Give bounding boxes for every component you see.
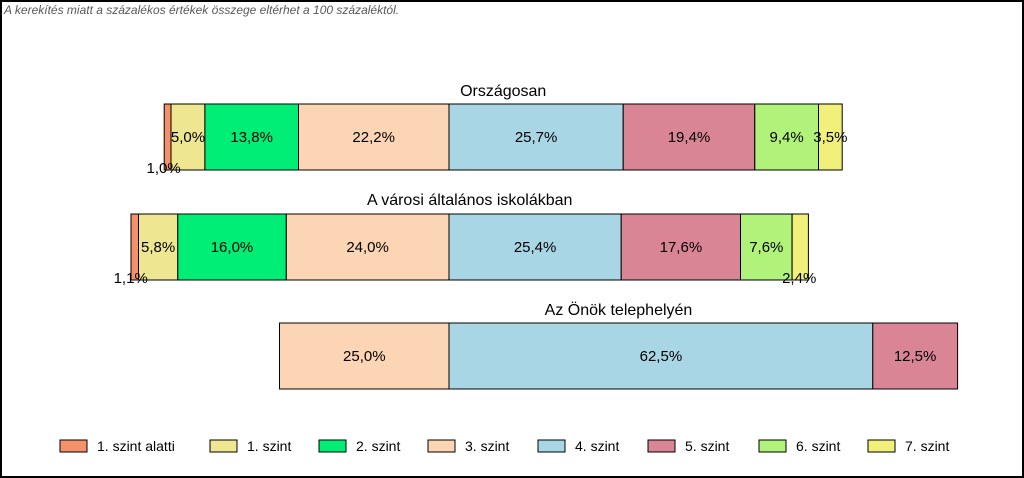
data-label-2-7: 7,6% — [749, 239, 783, 256]
series-title-2: A városi általános iskolákban — [367, 192, 572, 209]
data-label-1-5: 25,7% — [515, 129, 558, 146]
bar-segment-1-4 — [298, 103, 450, 171]
data-label-1-7: 9,4% — [769, 129, 803, 146]
legend-swatch-8 — [867, 439, 896, 453]
bar-segment-2-3 — [177, 213, 287, 281]
data-label-1-2: 5,0% — [171, 129, 205, 146]
data-label-2-4: 24,0% — [346, 239, 389, 256]
bar-segment-2-2 — [138, 213, 179, 281]
data-label-2-5: 25,4% — [514, 239, 557, 256]
data-label-1-3: 13,8% — [230, 129, 273, 146]
legend-label-8: 7. szint — [905, 438, 949, 454]
bar-segment-3-4 — [279, 322, 450, 390]
bar-segment-2-7 — [740, 213, 793, 281]
legend-label-1: 1. szint alatti — [97, 438, 175, 454]
data-label-1-6: 19,4% — [668, 129, 711, 146]
legend-label-4: 3. szint — [465, 438, 509, 454]
data-label-2-8: 2,4% — [782, 270, 816, 287]
bar-segment-2-8 — [791, 213, 809, 281]
rounding-note: A kerekítés miatt a százalékos értékek ö… — [4, 3, 400, 17]
series-title-1: Országosan — [460, 83, 546, 100]
legend-swatch-4 — [427, 439, 456, 453]
data-label-3-5: 62,5% — [640, 348, 683, 365]
bar-segment-1-8 — [818, 103, 843, 171]
legend-label-7: 6. szint — [796, 438, 840, 454]
legend-label-5: 4. szint — [575, 438, 619, 454]
data-label-1-8: 3,5% — [813, 129, 847, 146]
bar-segment-1-3 — [204, 103, 299, 171]
data-label-2-6: 17,6% — [660, 239, 703, 256]
legend-label-6: 5. szint — [685, 438, 729, 454]
data-label-2-3: 16,0% — [211, 239, 254, 256]
bar-segment-1-7 — [754, 103, 819, 171]
data-label-3-6: 12,5% — [894, 348, 937, 365]
bar-segment-1-6 — [622, 103, 756, 171]
legend-swatch-1 — [59, 439, 88, 453]
legend-label-3: 2. szint — [356, 438, 400, 454]
legend-swatch-2 — [209, 439, 238, 453]
legend-swatch-6 — [647, 439, 676, 453]
data-label-1-4: 22,2% — [352, 129, 395, 146]
data-label-1-1: 1,0% — [146, 160, 180, 177]
data-label-2-1: 1,1% — [114, 270, 148, 287]
bar-segment-3-5 — [448, 322, 874, 390]
series-title-3: Az Önök telephelyén — [545, 301, 693, 319]
legend-swatch-7 — [758, 439, 787, 453]
bar-segment-2-6 — [620, 213, 742, 281]
bar-segment-1-5 — [448, 103, 624, 171]
legend-swatch-5 — [537, 439, 566, 453]
bar-segment-3-6 — [872, 322, 959, 390]
data-label-3-4: 25,0% — [343, 348, 386, 365]
legend-label-2: 1. szint — [247, 438, 291, 454]
data-label-2-2: 5,8% — [141, 239, 175, 256]
legend-swatch-3 — [318, 439, 347, 453]
bar-segment-2-5 — [448, 213, 622, 281]
